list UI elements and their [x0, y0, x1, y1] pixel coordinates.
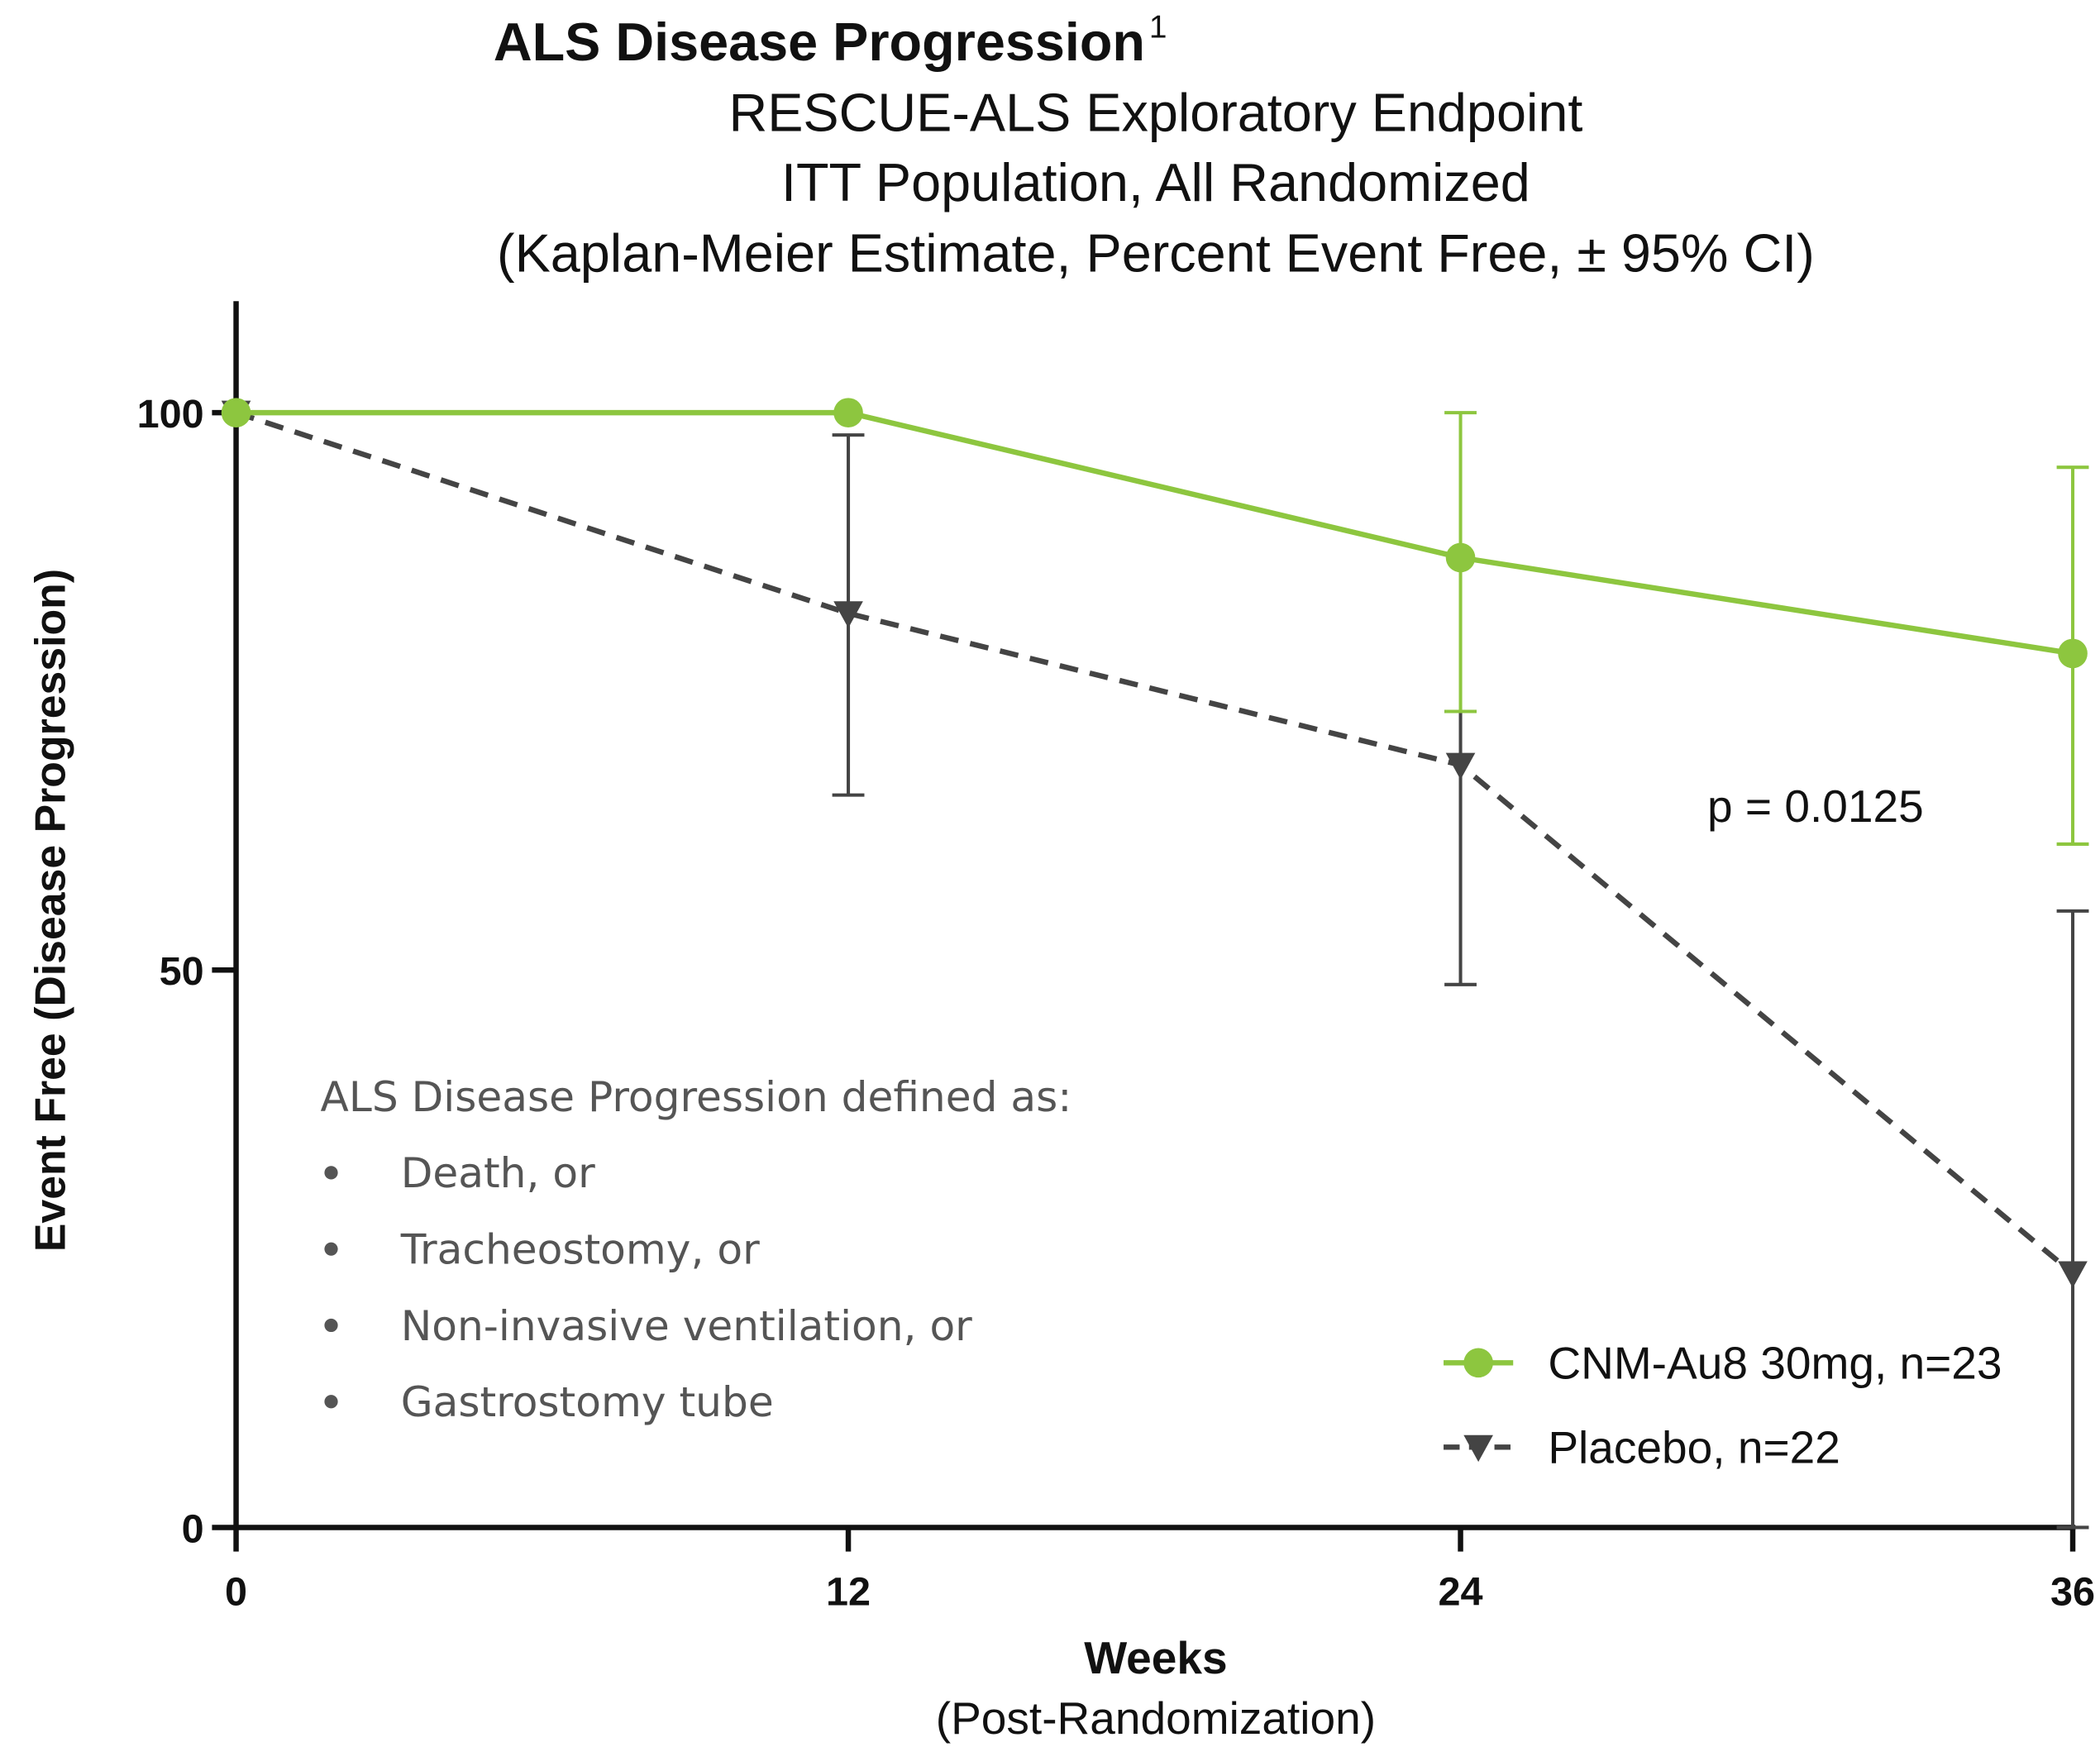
subtitle: ITT Population, All Randomized	[781, 152, 1530, 212]
y-tick-label: 50	[160, 949, 204, 994]
bullet	[324, 1166, 338, 1180]
note-item: Gastrostomy tube	[401, 1377, 774, 1426]
x-tick-label: 0	[225, 1569, 247, 1614]
data-point	[221, 398, 251, 427]
title-note: 1	[1149, 9, 1167, 45]
data-point	[2058, 638, 2088, 669]
data-point	[833, 398, 863, 427]
bullet	[324, 1242, 338, 1256]
x-tick-label: 36	[2050, 1569, 2095, 1614]
legend-marker	[1463, 1348, 1493, 1378]
x-axis-sublabel: (Post-Randomization)	[936, 1692, 1376, 1744]
subtitle: (Kaplan-Meier Estimate, Percent Event Fr…	[497, 223, 1815, 284]
note-item: Tracheostomy, or	[400, 1224, 760, 1273]
data-point	[2058, 1261, 2088, 1288]
x-tick-label: 24	[1439, 1569, 1483, 1614]
bullet	[324, 1395, 338, 1409]
legend-label: Placebo, n=22	[1548, 1422, 1840, 1473]
bullet	[324, 1318, 338, 1333]
series-line	[235, 410, 2075, 1276]
legend-marker	[1463, 1434, 1493, 1463]
note-heading: ALS Disease Progression defined as:	[321, 1072, 1072, 1121]
data-point	[1445, 752, 1476, 780]
y-tick-label: 100	[137, 392, 204, 437]
annotation: p = 0.0125	[1707, 780, 1924, 832]
data-point	[1445, 542, 1476, 573]
y-axis-label: Event Free (Disease Progression)	[26, 569, 74, 1252]
subtitle: RESCUE-ALS Exploratory Endpoint	[728, 83, 1582, 143]
note-item: Death, or	[401, 1148, 595, 1197]
legend-label: CNM-Au8 30mg, n=23	[1548, 1338, 2002, 1389]
x-tick-label: 12	[826, 1569, 871, 1614]
y-tick-label: 0	[182, 1506, 204, 1551]
series-line	[236, 409, 2074, 656]
x-axis-label: Weeks	[1084, 1632, 1227, 1683]
note-item: Non-invasive ventilation, or	[401, 1301, 972, 1350]
chart-title: ALS Disease Progression	[494, 12, 1145, 72]
data-point	[833, 601, 863, 628]
